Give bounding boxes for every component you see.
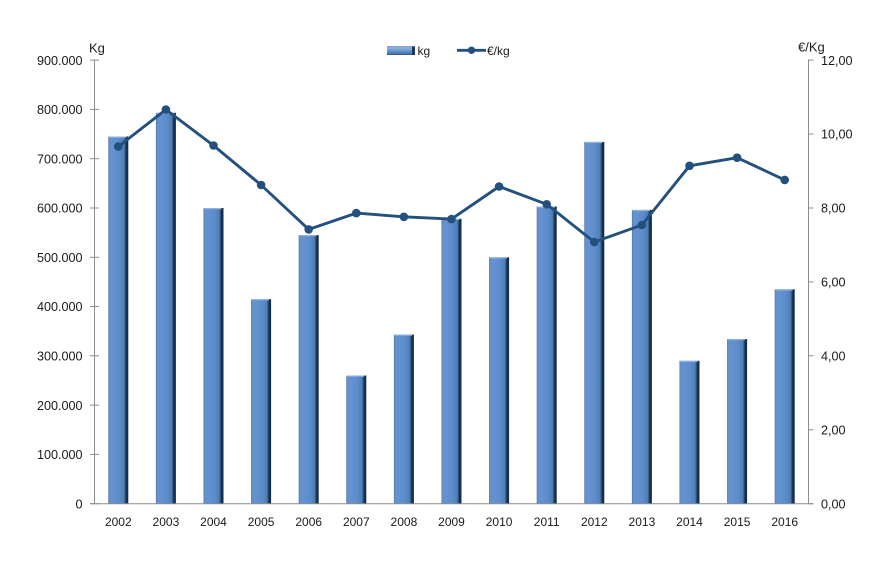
svg-text:2005: 2005 — [248, 515, 275, 529]
svg-text:2006: 2006 — [295, 515, 322, 529]
svg-text:900.000: 900.000 — [37, 54, 83, 68]
svg-text:2004: 2004 — [200, 515, 227, 529]
svg-text:2002: 2002 — [105, 515, 132, 529]
svg-text:2015: 2015 — [724, 515, 751, 529]
svg-text:2016: 2016 — [771, 515, 798, 529]
svg-text:2,00: 2,00 — [821, 424, 846, 438]
svg-text:2008: 2008 — [391, 515, 418, 529]
svg-text:10,00: 10,00 — [821, 128, 853, 142]
svg-text:500.000: 500.000 — [37, 251, 83, 265]
svg-text:4,00: 4,00 — [821, 350, 846, 364]
svg-text:6,00: 6,00 — [821, 276, 846, 290]
svg-text:€/Kg: €/Kg — [798, 40, 825, 55]
svg-text:2009: 2009 — [438, 515, 465, 529]
svg-text:2007: 2007 — [343, 515, 370, 529]
svg-text:8,00: 8,00 — [821, 202, 846, 216]
svg-text:200.000: 200.000 — [37, 399, 83, 413]
svg-text:700.000: 700.000 — [37, 152, 83, 166]
svg-text:2013: 2013 — [629, 515, 656, 529]
svg-text:300.000: 300.000 — [37, 350, 83, 364]
svg-text:kg: kg — [418, 44, 431, 58]
svg-text:€/kg: €/kg — [487, 44, 510, 58]
svg-text:800.000: 800.000 — [37, 103, 83, 117]
svg-text:2011: 2011 — [534, 515, 560, 529]
svg-text:100.000: 100.000 — [37, 448, 83, 462]
svg-text:2012: 2012 — [581, 515, 608, 529]
svg-text:2010: 2010 — [486, 515, 513, 529]
svg-text:2014: 2014 — [676, 515, 703, 529]
svg-text:600.000: 600.000 — [37, 202, 83, 216]
svg-text:0: 0 — [75, 497, 82, 511]
svg-text:2003: 2003 — [153, 515, 180, 529]
svg-text:400.000: 400.000 — [37, 300, 83, 314]
svg-text:Kg: Kg — [89, 41, 105, 56]
svg-text:12,00: 12,00 — [821, 54, 853, 68]
svg-text:0,00: 0,00 — [821, 497, 846, 511]
